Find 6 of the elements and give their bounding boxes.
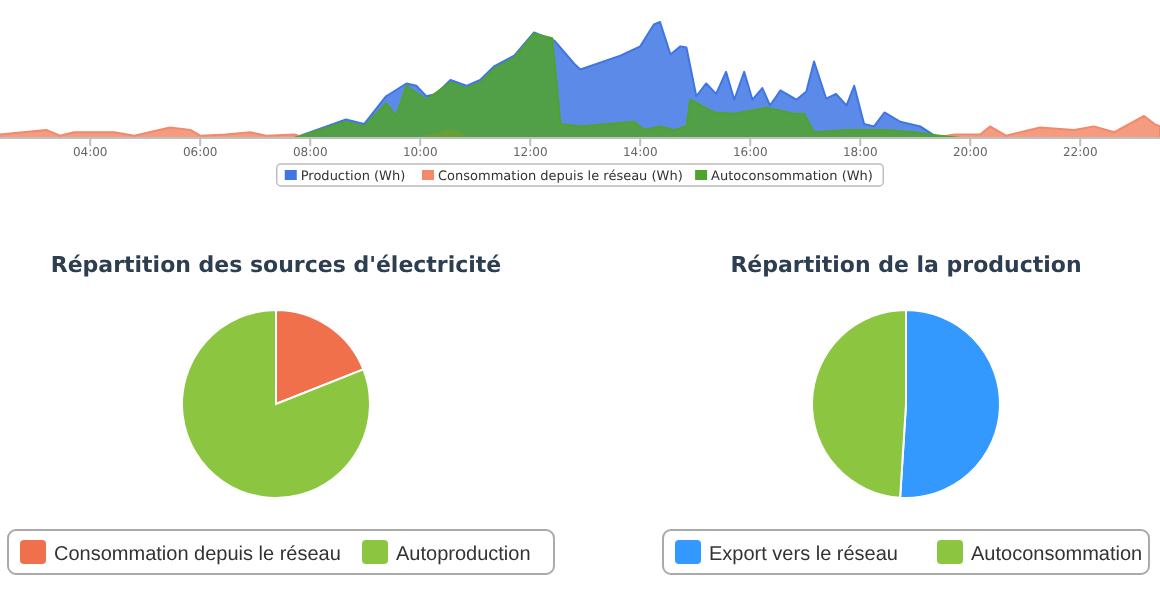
chart-title: Répartition de la production: [730, 252, 1082, 278]
legend-label: Export vers le réseau: [709, 544, 898, 566]
legend-label: Consommation depuis le réseau: [54, 544, 341, 566]
legend-label: Autoconsommation: [971, 544, 1143, 566]
chart-title: Répartition des sources d'électricité: [50, 252, 502, 278]
legend-label: Autoproduction: [396, 544, 531, 566]
